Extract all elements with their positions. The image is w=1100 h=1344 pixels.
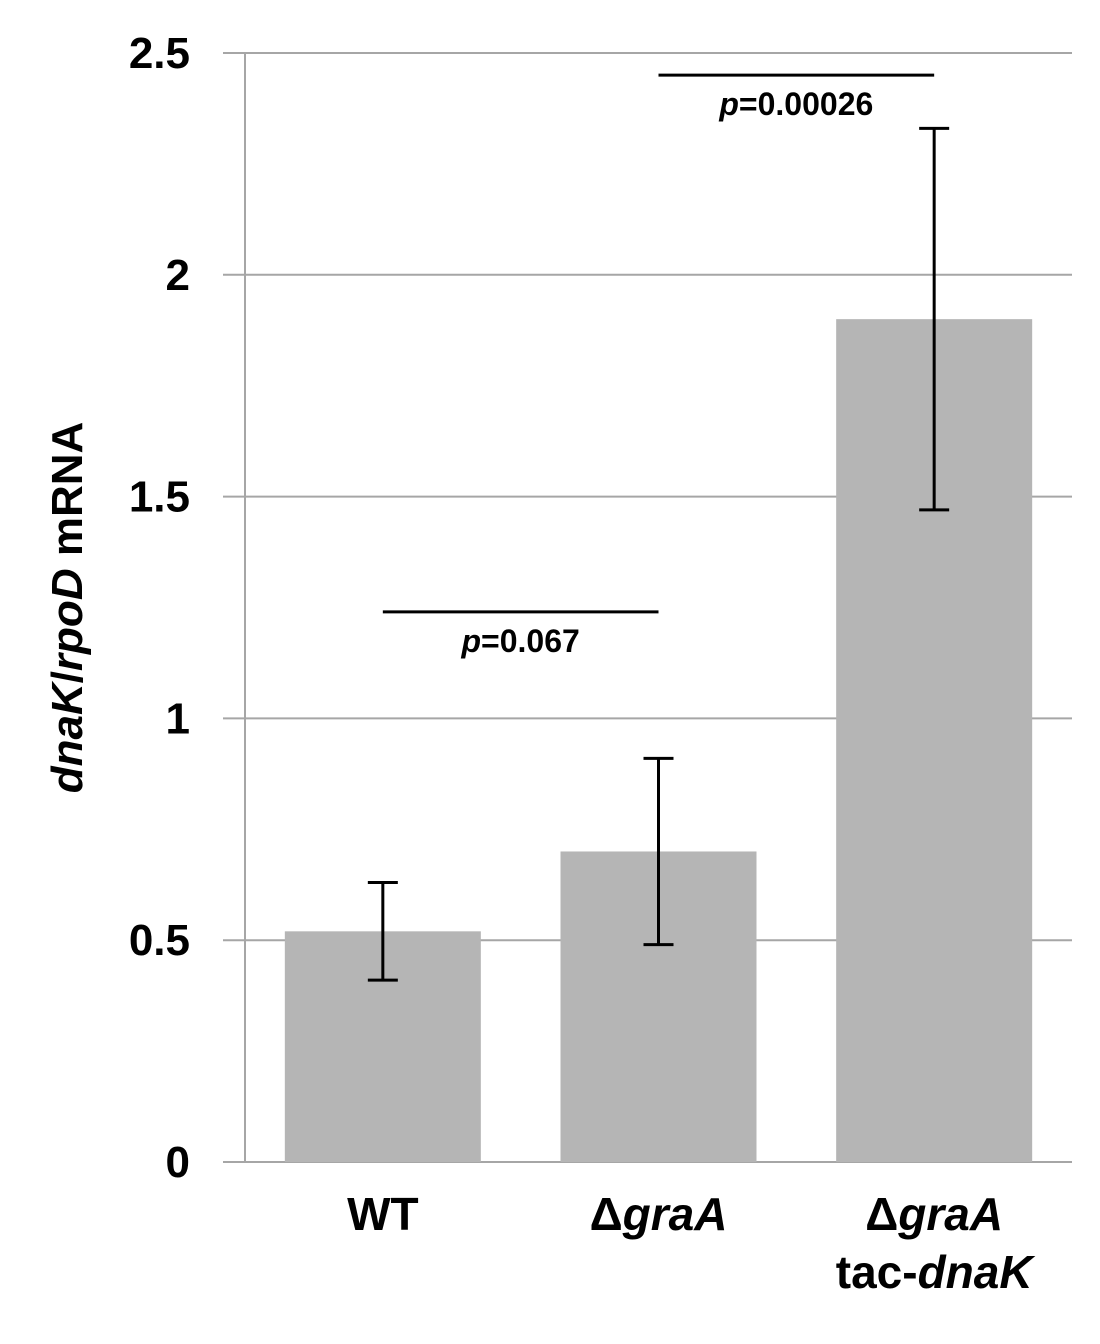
x-category-labels: WT ΔgraA ΔgraA tac-dnaK bbox=[347, 1188, 1035, 1298]
error-bars bbox=[367, 126, 950, 982]
bars bbox=[284, 319, 1033, 1162]
x-category-label-0: WT bbox=[347, 1188, 419, 1240]
y-tick-label-0: 0 bbox=[166, 1138, 190, 1187]
error-bar-1 bbox=[643, 756, 674, 947]
y-tick-label-2: 1 bbox=[166, 694, 190, 743]
error-bar-2 bbox=[919, 126, 950, 512]
x-category-label-2: ΔgraA tac-dnaK bbox=[836, 1188, 1036, 1298]
p-value-label-1: p=0.00026 bbox=[718, 86, 873, 122]
significance-annotations: p=0.067 p=0.00026 bbox=[382, 73, 935, 659]
y-tick-label-4: 2 bbox=[166, 251, 190, 300]
p-value-label-0: p=0.067 bbox=[461, 623, 580, 659]
y-tick-label-5: 2.5 bbox=[129, 29, 190, 78]
y-tick-label-3: 1.5 bbox=[129, 473, 190, 522]
y-tick-label-1: 0.5 bbox=[129, 916, 190, 965]
y-axis-label: dnaK/rpoD mRNA bbox=[43, 422, 92, 794]
error-bar-0 bbox=[367, 881, 398, 982]
y-tick-labels: 0 0.5 1 1.5 2 2.5 bbox=[129, 29, 190, 1187]
x-category-label-1: ΔgraA bbox=[590, 1188, 728, 1240]
